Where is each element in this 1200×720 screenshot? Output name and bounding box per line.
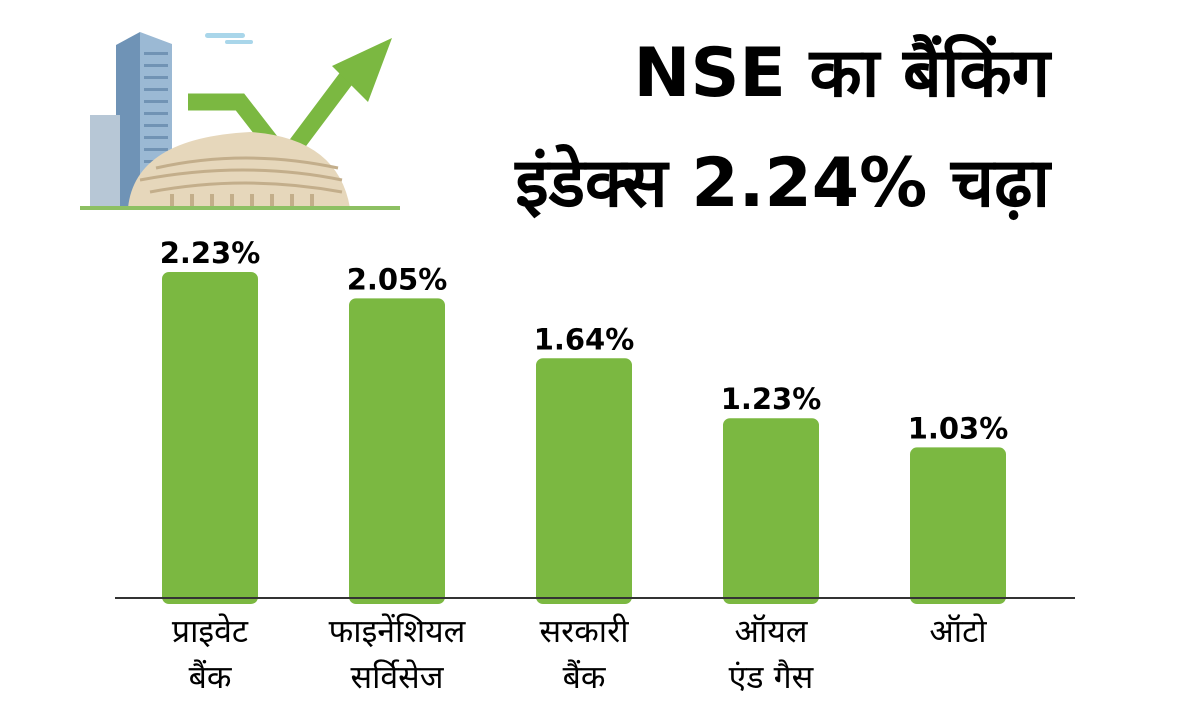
bar-value-label: 1.03% [908,411,1009,445]
category-label: बैंक [563,658,607,696]
cloud-icon [205,33,253,44]
chart-title-line-1: NSE का बैंकिंग [633,34,1050,113]
bar-value-label: 1.64% [534,322,635,356]
category-label: प्राइवेट [172,612,249,650]
bar-4 [723,418,819,604]
category-label: बैंक [189,658,233,696]
category-label: ऑटो [929,612,987,650]
category-label: एंड गैस [729,658,815,696]
category-label: फाइनेंशियल [329,612,467,650]
bar-value-label: 2.05% [347,262,448,296]
rising-arrow-icon [188,38,392,175]
bars-layer [162,272,1006,604]
bar-value-label: 1.23% [721,382,822,416]
bar-3 [536,358,632,604]
bar-5 [910,447,1006,604]
category-label: ऑयल [735,612,809,650]
labels-layer: 2.23% प्राइवेट बैंक 2.05% फाइनेंशियल सर्विसेज… [160,236,1009,696]
chart-title-line-2: इंडेक्स 2.24% चढ़ा [515,144,1050,223]
bar-value-label: 2.23% [160,236,261,270]
exchange-dome-icon [80,132,400,210]
bar-2 [349,298,445,604]
bar-1 [162,272,258,604]
category-label: सरकारी [540,612,630,650]
category-label: सर्विसेज [350,658,444,696]
stock-exchange-illustration [80,32,400,210]
